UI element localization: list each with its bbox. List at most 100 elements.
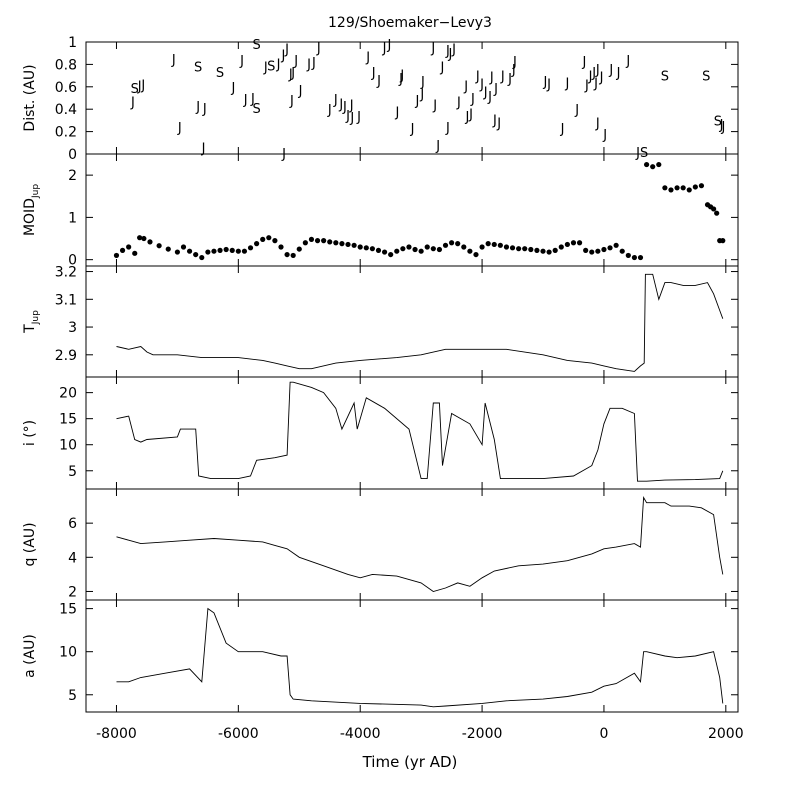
data-point xyxy=(714,210,720,216)
y-tick-label: 3.2 xyxy=(55,265,77,281)
data-point xyxy=(656,161,662,168)
encounter-marker-J: J xyxy=(333,93,338,108)
data-point xyxy=(613,242,619,248)
y-tick-label: 10 xyxy=(59,645,77,661)
data-point xyxy=(564,241,570,248)
encounter-marker-J: J xyxy=(616,66,621,81)
encounter-marker-J: J xyxy=(356,110,361,125)
y-axis-label-subscript: Jup xyxy=(31,310,41,325)
data-point xyxy=(394,248,400,254)
encounter-marker-J: J xyxy=(493,82,498,97)
data-point xyxy=(680,185,686,191)
data-point xyxy=(217,247,223,253)
data-point xyxy=(552,247,558,253)
data-point xyxy=(711,206,717,212)
encounter-marker-J: J xyxy=(463,80,468,95)
x-tick-label: 0 xyxy=(599,726,608,742)
encounter-marker-S: S xyxy=(252,38,260,53)
encounter-marker-S: S xyxy=(131,82,139,97)
encounter-marker-J: J xyxy=(487,90,492,105)
y-tick-label: 0.6 xyxy=(55,80,77,96)
data-point xyxy=(686,187,692,193)
y-tick-label: 2.9 xyxy=(55,348,77,364)
encounter-marker-J: J xyxy=(288,67,293,82)
encounter-marker-S: S xyxy=(216,66,224,81)
data-point xyxy=(254,241,260,247)
y-tick-label: 4 xyxy=(68,550,77,566)
y-tick-label: 0.8 xyxy=(55,57,77,73)
data-point xyxy=(345,241,351,248)
data-point xyxy=(147,239,153,245)
encounter-marker-J: J xyxy=(564,76,569,91)
encounter-marker-J: J xyxy=(479,77,484,92)
encounter-marker-J: J xyxy=(456,95,461,110)
y-tick-label: 0 xyxy=(68,147,77,163)
encounter-marker-J: J xyxy=(239,54,244,69)
encounter-marker-J: J xyxy=(349,99,354,114)
y-axis-label: MOIDJup xyxy=(22,184,41,236)
data-point xyxy=(113,252,120,259)
encounter-marker-J: J xyxy=(130,95,135,110)
data-point xyxy=(180,244,187,250)
encounter-marker-J: J xyxy=(595,117,600,132)
encounter-marker-J: J xyxy=(451,43,456,58)
data-point xyxy=(436,246,443,253)
encounter-marker-J: J xyxy=(345,109,350,124)
encounter-marker-J: J xyxy=(468,108,473,123)
encounter-marker-J: J xyxy=(543,75,548,90)
panel-frame xyxy=(85,265,739,378)
series-line xyxy=(116,495,724,592)
data-point xyxy=(692,184,698,190)
encounter-marker-J: J xyxy=(387,38,392,53)
panel-frame xyxy=(85,488,739,601)
data-point xyxy=(461,244,467,250)
encounter-marker-J: J xyxy=(399,68,404,83)
chart-title: 129/Shoemaker−Levy3 xyxy=(328,15,492,31)
data-point xyxy=(284,251,290,258)
data-point xyxy=(327,239,333,245)
encounter-marker-J: J xyxy=(281,48,286,63)
data-point xyxy=(302,240,308,246)
encounter-marker-S: S xyxy=(661,70,669,85)
encounter-marker-J: J xyxy=(492,113,497,128)
encounter-marker-J: J xyxy=(475,70,480,85)
encounter-marker-J: J xyxy=(435,139,440,154)
data-point xyxy=(540,248,546,254)
data-point xyxy=(576,240,583,246)
data-point xyxy=(205,249,211,255)
data-point xyxy=(266,235,272,241)
data-point xyxy=(339,241,345,247)
data-point xyxy=(607,245,613,251)
data-point xyxy=(199,254,205,261)
y-tick-label: 0 xyxy=(68,253,77,269)
encounter-marker-J: J xyxy=(263,61,268,76)
data-point xyxy=(558,244,564,250)
series-line xyxy=(116,607,724,708)
data-point xyxy=(186,248,193,254)
data-point xyxy=(229,247,235,253)
y-tick-label: 15 xyxy=(59,412,77,428)
encounter-marker-S: S xyxy=(267,60,275,75)
data-point xyxy=(516,246,522,252)
data-point xyxy=(637,254,644,261)
encounter-marker-J: J xyxy=(394,105,399,120)
data-point xyxy=(165,246,171,252)
y-tick-label: 5 xyxy=(68,688,77,704)
panel-q: 2 4 6 q (AU) xyxy=(22,488,739,601)
data-point xyxy=(357,244,363,250)
y-axis-label: Dist. (AU) xyxy=(22,64,38,131)
encounter-marker-J: J xyxy=(625,54,630,69)
data-point xyxy=(595,248,601,254)
data-point xyxy=(424,244,430,250)
data-point xyxy=(137,235,143,241)
encounter-marker-J: J xyxy=(584,79,589,94)
encounter-marker-J: J xyxy=(445,121,450,136)
encounter-marker-S: S xyxy=(714,114,722,129)
series-line xyxy=(116,381,724,482)
encounter-marker-J: J xyxy=(430,42,435,57)
encounter-marker-J: J xyxy=(432,99,437,114)
panel-moid: 0 1 2 MOIDJup xyxy=(22,153,739,269)
encounter-marker-J: J xyxy=(201,141,206,156)
